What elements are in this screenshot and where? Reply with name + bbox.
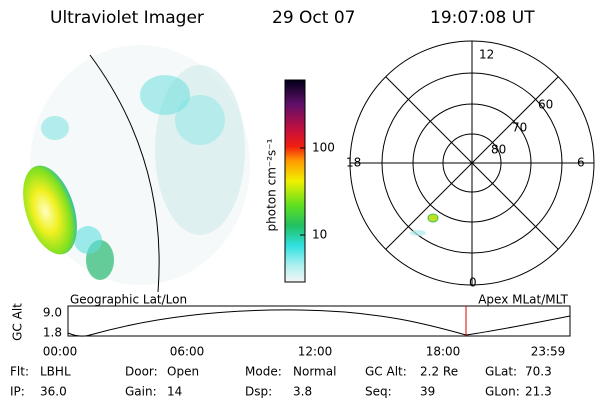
info-label: Gain: bbox=[125, 385, 157, 399]
timeline-y-tick: 9.0 bbox=[43, 306, 62, 320]
info-panel: Flt: LBHL Door: Open Mode: Normal GC Alt: 2.2 R… bbox=[10, 365, 552, 399]
info-value: 21.3 bbox=[525, 385, 552, 399]
uv-image bbox=[23, 45, 250, 293]
timeline-x-tick: 06:00 bbox=[170, 345, 205, 359]
mlt-label: 18 bbox=[346, 156, 361, 170]
timeline-x-tick: 12:00 bbox=[298, 345, 333, 359]
date: 29 Oct 07 bbox=[272, 8, 355, 28]
timeline-title: Geographic Lat/Lon bbox=[70, 293, 187, 307]
colorbar-tick: 10 bbox=[312, 228, 327, 242]
info-value: Normal bbox=[293, 365, 336, 379]
info-label: Seq: bbox=[365, 385, 392, 399]
info-label: GC Alt: bbox=[365, 365, 407, 379]
mlt-label: 0 bbox=[469, 276, 477, 290]
info-label: IP: bbox=[10, 385, 25, 399]
time: 19:07:08 UT bbox=[430, 8, 535, 28]
info-label: GLat: bbox=[485, 365, 517, 379]
info-value: 2.2 Re bbox=[420, 365, 458, 379]
mlat-label: 80 bbox=[491, 143, 506, 157]
info-value: 70.3 bbox=[525, 365, 552, 379]
colorbar-tick: 100 bbox=[312, 141, 335, 155]
timeline-x-tick: 00:00 bbox=[43, 345, 78, 359]
info-label: Door: bbox=[125, 365, 158, 379]
polar-emission bbox=[427, 213, 439, 223]
info-value: 39 bbox=[420, 385, 435, 399]
altitude-curve bbox=[67, 309, 571, 337]
timeline-x-tick: 23:59 bbox=[531, 345, 566, 359]
info-label: Dsp: bbox=[245, 385, 272, 399]
info-label: GLon: bbox=[485, 385, 520, 399]
instrument-title: Ultraviolet Imager bbox=[50, 8, 204, 28]
colorbar bbox=[284, 79, 306, 283]
info-value: LBHL bbox=[40, 365, 71, 379]
mlat-label: 70 bbox=[512, 121, 527, 135]
info-value: 3.8 bbox=[293, 385, 312, 399]
info-value: Open bbox=[167, 365, 199, 379]
timeline-frame bbox=[67, 305, 571, 337]
polar-grid bbox=[349, 40, 595, 286]
timeline-y-label: GC Alt bbox=[11, 303, 25, 341]
mlt-label: 6 bbox=[577, 156, 585, 170]
timeline-title: Apex MLat/MLT bbox=[478, 293, 568, 307]
mlt-label: 12 bbox=[479, 48, 494, 62]
mlat-label: 60 bbox=[538, 98, 553, 112]
info-label: Mode: bbox=[245, 365, 282, 379]
timeline-x-tick: 18:00 bbox=[426, 345, 461, 359]
info-label: Flt: bbox=[10, 365, 29, 379]
info-value: 14 bbox=[167, 385, 182, 399]
colorbar-label: photon cm⁻²s⁻¹ bbox=[265, 138, 279, 231]
info-value: 36.0 bbox=[40, 385, 67, 399]
timeline-y-tick: 1.8 bbox=[43, 326, 62, 340]
